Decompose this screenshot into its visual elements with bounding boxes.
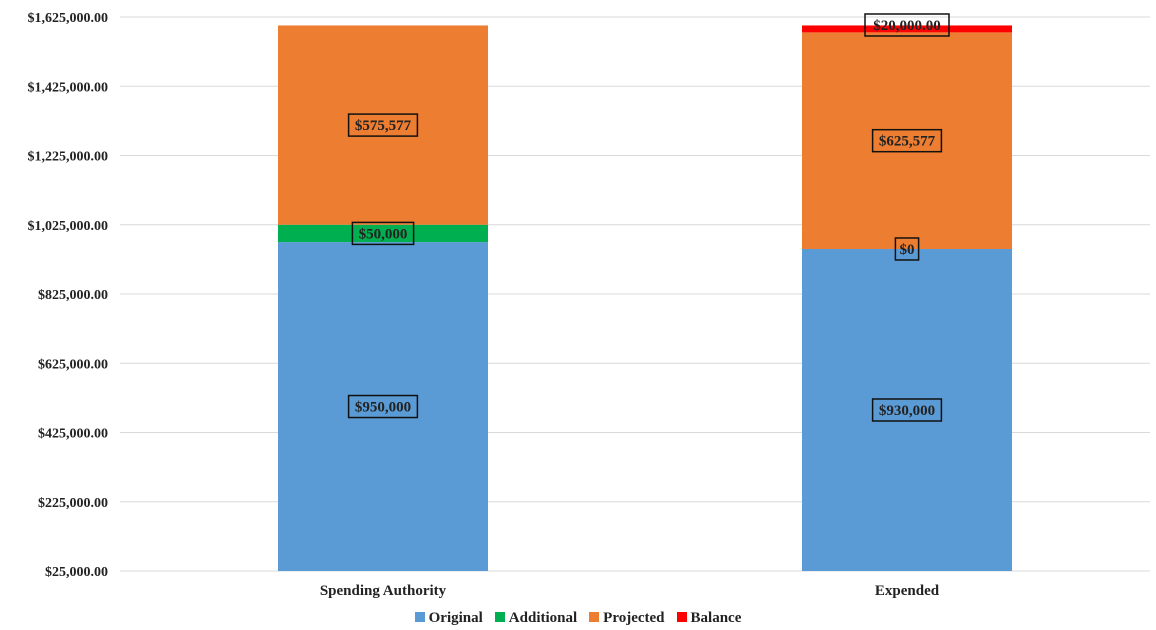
y-tick-label: $625,000.00 <box>38 357 108 372</box>
y-tick-label: $225,000.00 <box>38 496 108 511</box>
data-label: $930,000 <box>879 403 935 419</box>
x-category-label: Spending Authority <box>320 583 447 599</box>
data-label: $50,000 <box>359 226 408 242</box>
legend-swatch <box>494 612 505 622</box>
y-tick-label: $1,225,000.00 <box>28 150 109 165</box>
bar-segment-additional <box>278 224 488 243</box>
legend: Original Additional Projected Balance <box>0 610 1156 627</box>
legend-item-balance: Balance <box>676 610 742 627</box>
y-tick-label: $825,000.00 <box>38 288 108 303</box>
y-tick-label: $25,000.00 <box>45 565 108 580</box>
y-tick-label: $425,000.00 <box>38 427 108 442</box>
legend-item-original: Original <box>414 610 483 627</box>
y-tick-label: $1,625,000.00 <box>28 11 109 26</box>
data-label: $950,000 <box>355 400 411 416</box>
x-category-label: Expended <box>875 583 940 599</box>
data-label-box <box>871 128 943 153</box>
legend-swatch <box>676 612 687 622</box>
legend-item-projected: Projected <box>589 610 665 627</box>
legend-swatch <box>414 612 425 622</box>
bar-segment-projected <box>278 25 488 225</box>
legend-label: Original <box>428 610 483 626</box>
data-label: $20,000.00 <box>873 18 941 34</box>
legend-label: Additional <box>508 610 578 626</box>
bar-segment-original <box>802 248 1012 572</box>
data-label-box <box>347 113 419 137</box>
legend-swatch <box>589 612 600 622</box>
y-tick-label: $1,425,000.00 <box>28 80 109 95</box>
data-label: $575,577 <box>355 118 412 134</box>
data-label: $625,577 <box>879 134 936 150</box>
data-label-box <box>347 394 419 419</box>
data-label-box <box>864 13 950 37</box>
y-tick-label: $1,025,000.00 <box>28 219 109 234</box>
bar-segment-projected <box>802 32 1012 249</box>
legend-label: Balance <box>690 610 742 626</box>
data-label: $0 <box>900 242 915 258</box>
data-label-box <box>871 398 943 422</box>
legend-item-additional: Additional <box>494 610 578 627</box>
legend-label: Projected <box>603 610 665 626</box>
data-label-box <box>351 221 415 246</box>
bar-segment-balance <box>802 25 1012 33</box>
data-label-box <box>894 237 920 261</box>
bar-segment-original <box>278 242 488 571</box>
